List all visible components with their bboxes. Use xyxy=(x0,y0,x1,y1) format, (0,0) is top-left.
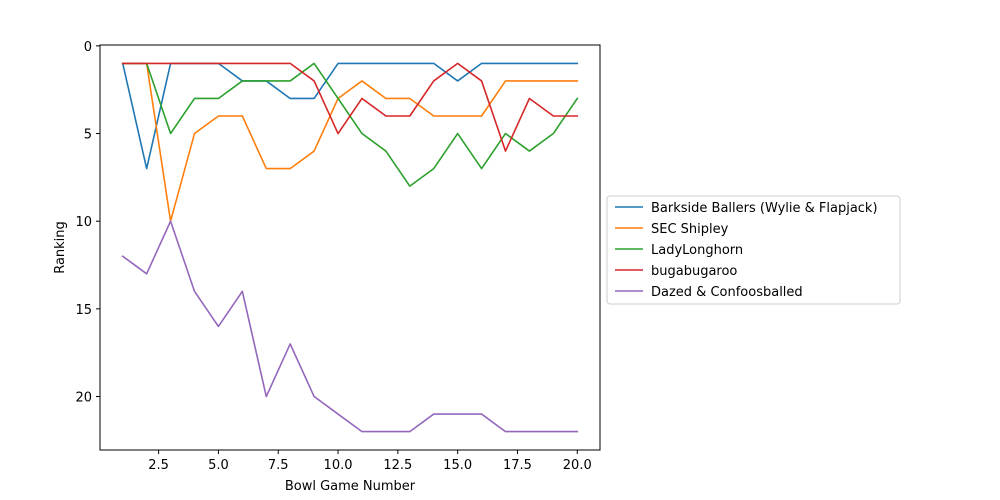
series-layer xyxy=(121,62,579,433)
legend-label-1: Barkside Ballers (Wylie & Flapjack) xyxy=(651,201,878,216)
legend-label-3: LadyLonghorn xyxy=(651,243,743,258)
x-tick-label: 2.5 xyxy=(148,458,169,473)
series-line-3 xyxy=(121,62,579,187)
legend-label-5: Dazed & Confoosballed xyxy=(651,285,803,300)
axes-layer: 2.5 5.0 7.5 10.0 12.5 15.0 17.5 20.0 0 5 10 15 20 xyxy=(75,40,601,473)
series-line-5 xyxy=(121,220,579,433)
x-tick-label: 20.0 xyxy=(563,458,592,473)
x-axis-label: Bowl Game Number xyxy=(285,479,416,494)
x-tick-label: 15.0 xyxy=(443,458,472,473)
legend: Barkside Ballers (Wylie & Flapjack) SEC S… xyxy=(606,195,901,305)
legend-label-2: SEC Shipley xyxy=(651,222,729,237)
x-tick-label: 12.5 xyxy=(383,458,412,473)
x-tick-label: 7.5 xyxy=(268,458,289,473)
legend-label-4: bugabugaroo xyxy=(651,264,737,279)
series-line-2 xyxy=(121,62,579,222)
y-axis-label: Ranking xyxy=(53,221,68,274)
y-tick-label: 10 xyxy=(75,215,92,230)
y-tick-label: 20 xyxy=(75,391,92,406)
y-tick-label: 15 xyxy=(75,303,92,318)
x-tick-label: 17.5 xyxy=(503,458,532,473)
series-line-4 xyxy=(121,62,579,152)
y-tick-label: 5 xyxy=(84,128,92,143)
y-tick-label: 0 xyxy=(84,40,92,55)
axes-frame xyxy=(99,44,601,451)
x-tick-label: 10.0 xyxy=(324,458,353,473)
legend-frame xyxy=(606,195,901,305)
x-tick-label: 5.0 xyxy=(208,458,229,473)
